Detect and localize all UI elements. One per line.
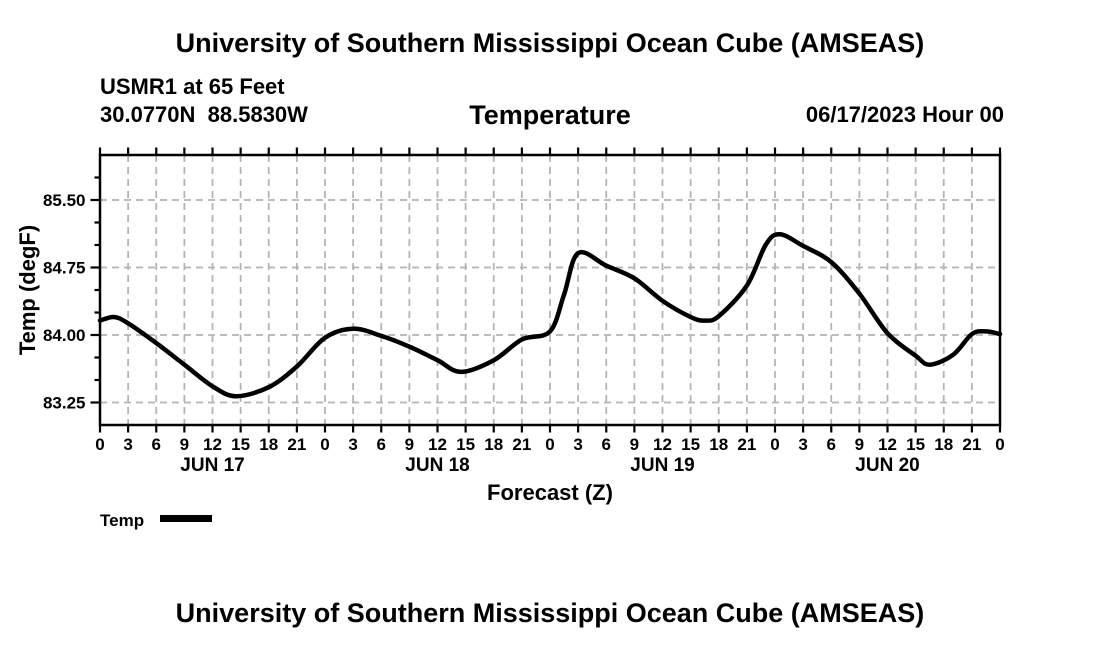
x-tick-label: 12 (203, 435, 222, 454)
x-tick-label: 18 (934, 435, 953, 454)
x-tick-label: 21 (287, 435, 306, 454)
x-axis-label: Forecast (Z) (487, 480, 613, 505)
x-tick-label: 0 (770, 435, 779, 454)
x-tick-label: 15 (681, 435, 700, 454)
x-tick-label: 3 (798, 435, 807, 454)
x-tick-label: 12 (878, 435, 897, 454)
x-tick-label: 18 (484, 435, 503, 454)
day-label: JUN 20 (855, 455, 919, 476)
x-tick-label: 12 (653, 435, 672, 454)
x-tick-label: 15 (231, 435, 250, 454)
x-tick-label: 21 (737, 435, 756, 454)
legend: Temp (100, 511, 212, 530)
gridlines (100, 155, 1000, 425)
x-tick-label: 21 (962, 435, 981, 454)
plot-frame (98, 153, 1002, 427)
x-tick-label: 6 (152, 435, 161, 454)
x-tick-label: 15 (456, 435, 475, 454)
x-tick-label: 9 (180, 435, 189, 454)
day-label: JUN 18 (405, 455, 469, 476)
plot-title: Temperature (469, 100, 631, 130)
x-tick-label: 0 (320, 435, 329, 454)
x-tick-label: 21 (512, 435, 531, 454)
x-tick-label: 6 (602, 435, 611, 454)
footer-title: University of Southern Mississippi Ocean… (176, 598, 925, 628)
legend-swatch (160, 515, 212, 522)
x-tick-label: 0 (995, 435, 1004, 454)
y-tick-label: 84.75 (43, 259, 86, 278)
station-label: USMR1 at 65 Feet (100, 74, 285, 99)
x-tick-label: 6 (377, 435, 386, 454)
x-tick-labels: 0 3 6 9 12 15 18 21 0 3 6 9 12 15 18 21 0 3 6 9 12 15 18 21 0 3 6 9… (95, 435, 1004, 454)
x-tick-label: 6 (827, 435, 836, 454)
axis-ticks (90, 147, 1002, 433)
x-tick-label: 18 (709, 435, 728, 454)
x-tick-label: 3 (348, 435, 357, 454)
y-axis-label: Temp (degF) (15, 225, 40, 355)
y-tick-label: 84.00 (43, 326, 86, 345)
x-tick-label: 9 (405, 435, 414, 454)
x-tick-label: 3 (123, 435, 132, 454)
temp-series-line (97, 231, 1003, 399)
x-tick-label: 9 (630, 435, 639, 454)
y-tick-label: 85.50 (43, 191, 86, 210)
day-label: JUN 17 (180, 455, 244, 476)
forecast-datetime: 06/17/2023 Hour 00 (806, 102, 1004, 127)
x-tick-label: 12 (428, 435, 447, 454)
y-tick-label: 83.25 (43, 394, 86, 413)
x-tick-label: 3 (573, 435, 582, 454)
x-tick-label: 18 (259, 435, 278, 454)
day-label: JUN 19 (630, 455, 694, 476)
main-title: University of Southern Mississippi Ocean… (176, 28, 925, 58)
day-labels: JUN 17 JUN 18 JUN 19 JUN 20 (180, 455, 919, 476)
legend-label: Temp (100, 511, 144, 530)
x-tick-label: 0 (545, 435, 554, 454)
x-tick-label: 15 (906, 435, 925, 454)
coordinates-label: 30.0770N 88.5830W (100, 102, 308, 127)
x-tick-label: 0 (95, 435, 104, 454)
y-tick-labels: 83.25 84.00 84.75 85.50 (43, 191, 86, 413)
x-tick-label: 9 (855, 435, 864, 454)
